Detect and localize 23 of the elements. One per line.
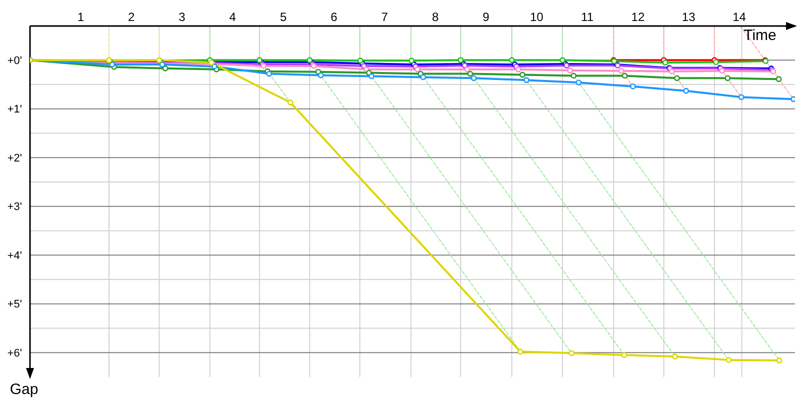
x-tick-label: 4 [229,10,236,24]
y-tick-label: +6' [7,347,22,360]
x-tick-label: 14 [732,10,746,24]
x-tick-label: 9 [482,10,490,24]
x-tick-label: 1 [77,10,84,24]
x-tick-label: 3 [178,10,186,24]
x-tick-label: 11 [581,10,594,24]
y-tick-label: +4' [7,250,22,262]
y-tick-label: +1' [7,104,22,116]
x-tick-label: 5 [280,10,287,24]
y-tick-label: +2' [7,152,22,164]
x-tick-label: 7 [381,10,388,24]
x-tick-label: 8 [432,10,439,24]
x-tick-label: 2 [128,10,135,24]
x-tick-label: 12 [631,10,645,24]
y-axis-title: Gap [10,381,38,398]
y-tick-label: +0' [7,54,22,67]
x-axis-title: Time [744,27,776,44]
x-tick-label: 10 [530,10,544,24]
x-tick-label: 6 [330,10,338,24]
y-tick-label: +3' [7,201,22,214]
y-tick-label: +5' [7,298,22,311]
x-tick-label: 13 [682,10,696,24]
